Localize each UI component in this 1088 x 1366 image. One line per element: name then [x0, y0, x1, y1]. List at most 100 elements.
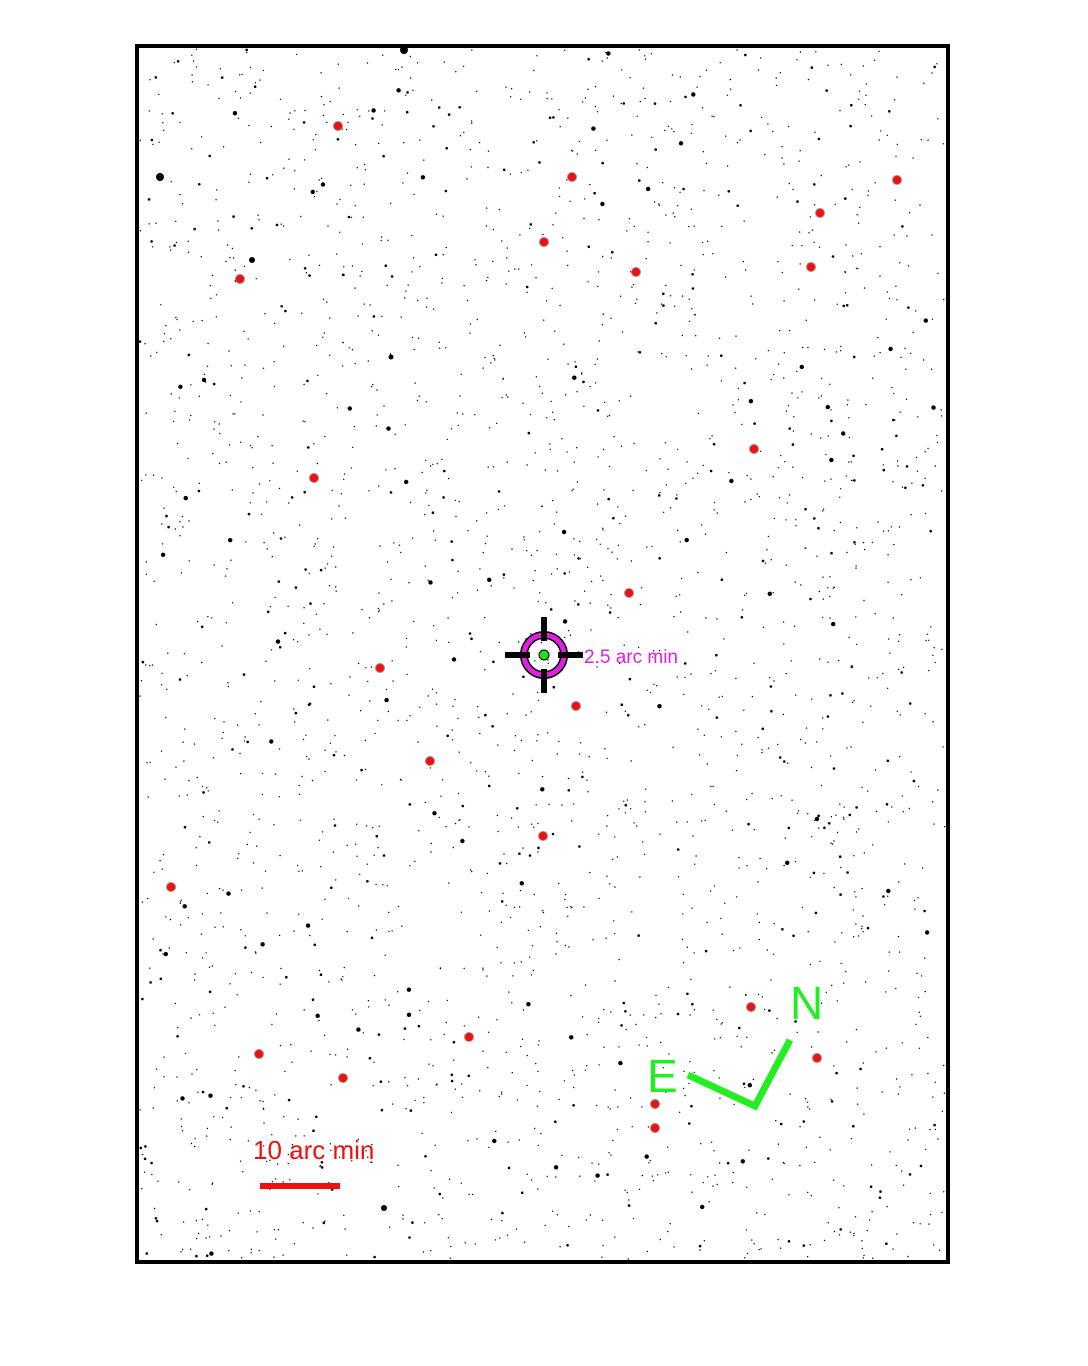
- star: [581, 775, 584, 779]
- star: [681, 295, 684, 297]
- star: [568, 946, 570, 948]
- star: [770, 710, 773, 713]
- star: [501, 397, 503, 399]
- star: [718, 194, 720, 196]
- star: [788, 125, 790, 128]
- star: [706, 921, 708, 924]
- star: [195, 66, 198, 68]
- star: [351, 1160, 353, 1162]
- star: [193, 227, 196, 231]
- star: [161, 672, 163, 674]
- star: [409, 1109, 413, 1112]
- star: [533, 893, 535, 896]
- star: [740, 1159, 745, 1164]
- star: [225, 461, 227, 463]
- star: [870, 1164, 873, 1166]
- star: [868, 677, 870, 679]
- star: [880, 130, 882, 132]
- star: [152, 938, 154, 940]
- star: [773, 1049, 776, 1052]
- star: [205, 1237, 207, 1239]
- star: [865, 94, 867, 97]
- star: [561, 438, 563, 440]
- star: [602, 313, 604, 315]
- star: [366, 863, 368, 865]
- star: [492, 354, 494, 357]
- star: [817, 814, 820, 818]
- star: [445, 347, 447, 349]
- star: [612, 95, 615, 97]
- star: [940, 415, 943, 417]
- star: [309, 667, 311, 670]
- star: [476, 706, 479, 708]
- star: [520, 1191, 524, 1195]
- star: [429, 767, 432, 769]
- star: [206, 365, 209, 367]
- star: [780, 454, 782, 457]
- star: [522, 1009, 525, 1011]
- star: [633, 225, 635, 228]
- star: [746, 474, 748, 477]
- star: [348, 347, 350, 349]
- star: [507, 396, 509, 398]
- star: [923, 82, 925, 84]
- star: [698, 1244, 702, 1248]
- star: [377, 847, 379, 849]
- star: [383, 603, 385, 605]
- star: [645, 258, 647, 260]
- star: [335, 566, 337, 568]
- star: [905, 398, 908, 400]
- star: [804, 1098, 807, 1100]
- star: [602, 448, 605, 451]
- star: [486, 872, 488, 875]
- star: [207, 84, 209, 86]
- star: [833, 1230, 836, 1233]
- star: [852, 1124, 855, 1128]
- star: [287, 1162, 289, 1165]
- star: [636, 298, 638, 300]
- star: [193, 979, 196, 981]
- star: [430, 842, 433, 845]
- star: [339, 231, 341, 233]
- star: [596, 111, 599, 113]
- star: [297, 641, 299, 643]
- star: [677, 205, 679, 207]
- star: [916, 972, 918, 974]
- star: [228, 538, 233, 543]
- star: [606, 1173, 609, 1176]
- star: [213, 428, 215, 430]
- star: [496, 946, 498, 949]
- star: [506, 257, 508, 259]
- star: [702, 253, 704, 256]
- star: [571, 490, 573, 492]
- star: [860, 253, 862, 255]
- star: [249, 502, 251, 504]
- star: [578, 845, 581, 848]
- star: [692, 477, 694, 479]
- star: [758, 496, 761, 498]
- star: [451, 558, 454, 562]
- star: [537, 734, 539, 736]
- star: [436, 725, 438, 727]
- star: [329, 354, 331, 356]
- star: [425, 459, 427, 462]
- star: [507, 1141, 509, 1143]
- star: [222, 146, 225, 148]
- star: [165, 514, 168, 518]
- star: [302, 738, 305, 741]
- star: [330, 1149, 332, 1152]
- star: [149, 79, 151, 81]
- star: [850, 74, 852, 76]
- star: [403, 1038, 405, 1041]
- star: [817, 137, 821, 141]
- star: [829, 457, 834, 463]
- star: [571, 820, 573, 822]
- star: [392, 1103, 394, 1105]
- star: [861, 786, 863, 788]
- star: [190, 1142, 193, 1145]
- star: [389, 353, 392, 355]
- star: [843, 982, 845, 984]
- star: [902, 811, 905, 813]
- star: [393, 542, 395, 544]
- star: [738, 1026, 741, 1030]
